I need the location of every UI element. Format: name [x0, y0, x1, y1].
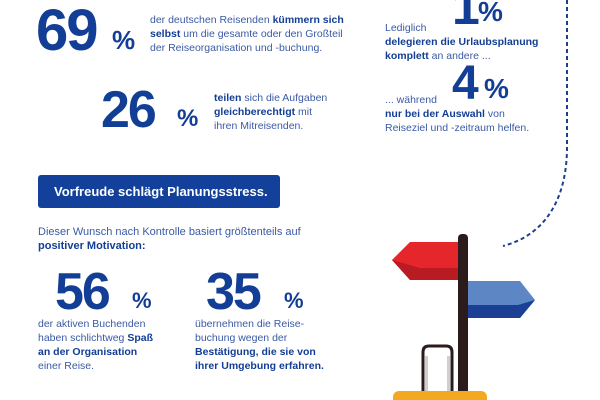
stat-56-text: der aktiven Buchenden haben schlichtweg … [38, 318, 153, 372]
stat-1-unit: % [478, 0, 503, 27]
blue-sign-icon [460, 281, 535, 318]
section-banner: Vorfreude schlägt Planungsstress. [38, 175, 280, 208]
stat-56-value: 56 [55, 263, 111, 321]
stat-69-value: 69 [36, 0, 98, 63]
stat-4-value: 4 [452, 57, 479, 110]
stat-4-unit: % [484, 73, 509, 104]
intro-text: Dieser Wunsch nach Kontrolle basiert grö… [38, 226, 301, 252]
sign-pole [458, 234, 468, 400]
stat-35-unit: % [284, 288, 304, 313]
stat-1-text: Lediglich delegieren die Urlaubsplanung … [385, 22, 539, 62]
stat-26-value: 26 [101, 81, 157, 139]
stat-56-unit: % [132, 288, 152, 313]
stat-69-text: der deutschen Reisenden kümmern sich sel… [150, 14, 344, 54]
stat-26-text: teilen sich die Aufgaben gleichberechtig… [214, 92, 328, 132]
suitcase-icon [393, 344, 487, 400]
stat-35-text: übernehmen die Reise- buchung wegen der … [195, 318, 324, 372]
stat-1-value: 1 [452, 0, 480, 35]
stat-35-value: 35 [206, 263, 262, 321]
stat-26-unit: % [177, 105, 199, 132]
stat-69-unit: % [112, 25, 136, 55]
stat-4-text: ... während nur bei der Auswahl von Reis… [385, 94, 530, 134]
red-sign-icon [392, 242, 462, 280]
